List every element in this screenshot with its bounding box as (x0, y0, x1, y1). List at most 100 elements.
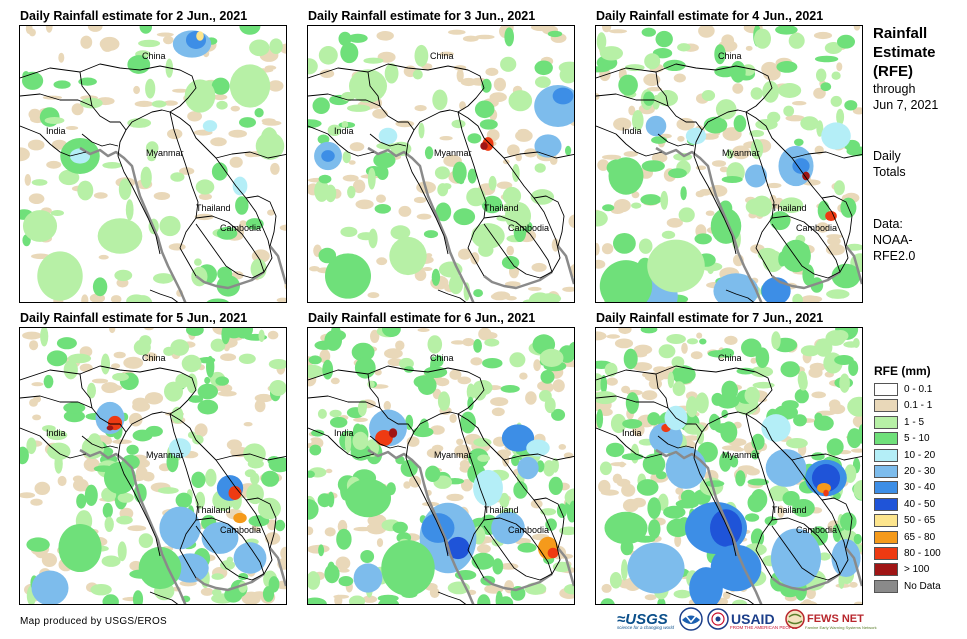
rain-cell-light (493, 77, 506, 92)
rain-cell (621, 559, 628, 581)
rain-cell (686, 396, 698, 418)
rain-cell-light (690, 351, 703, 360)
rain-cell (338, 31, 352, 46)
rain-cell-light (836, 62, 843, 72)
country-border (81, 435, 119, 449)
legend-item: No Data (874, 579, 966, 594)
rain-cell (566, 504, 574, 523)
rain-cell (750, 366, 774, 378)
rain-cell (26, 537, 50, 552)
rain-cell-light (721, 445, 742, 451)
rain-cell-light (156, 32, 174, 37)
country-border (369, 435, 407, 449)
rain-cell (666, 334, 686, 344)
legend-swatch (874, 579, 898, 593)
rain-cell-light (109, 328, 116, 334)
rain-cell-light (320, 69, 335, 78)
rain-cell-light (376, 31, 394, 41)
rain-cell-light (596, 93, 600, 100)
rain-cell-light (352, 179, 366, 194)
rain-cell (63, 360, 78, 380)
rain-cell (832, 523, 842, 542)
rain-cell (195, 269, 206, 284)
rain-cell (206, 298, 229, 302)
rain-cell (377, 594, 399, 602)
rain-cell (606, 442, 625, 458)
rain-cell (711, 392, 724, 406)
rain-cell (781, 400, 799, 410)
rain-cell-light (144, 352, 158, 362)
rain-cell-light (596, 242, 600, 256)
place-label-myanmar: Myanmar (722, 148, 760, 158)
rain-cell (257, 497, 281, 520)
rain-cell (133, 295, 153, 302)
rain-cell (757, 247, 778, 261)
rain-cell-heavy (348, 69, 388, 103)
rain-cell-heavy (608, 157, 644, 195)
rain-cell-light (71, 103, 84, 116)
rain-cell (473, 339, 482, 353)
rain-cell-light (376, 538, 384, 548)
rain-cell-heavy (802, 171, 810, 181)
rain-cell (641, 27, 656, 37)
rain-cell (830, 95, 842, 107)
legend-list: 0 - 0.1 0.1 - 1 1 - 5 5 - 10 10 - 20 20 - 30 3… (874, 382, 966, 594)
rain-cell (312, 97, 330, 114)
rain-cell-light (766, 182, 782, 189)
rain-cell (318, 247, 337, 264)
country-border (405, 431, 449, 557)
rain-cell (686, 338, 699, 345)
rain-cell-light (531, 262, 547, 272)
rain-cell-heavy (761, 414, 791, 442)
rain-cell (116, 515, 133, 525)
legend-item: 50 - 65 (874, 513, 966, 528)
country-border (20, 125, 87, 157)
rain-cell (797, 370, 808, 388)
rain-cell (596, 391, 617, 405)
rain-cell (269, 38, 283, 54)
rain-cell-light (454, 444, 471, 458)
rain-cell (540, 370, 555, 384)
rain-cell-light (366, 522, 387, 535)
rain-cell-light (370, 329, 380, 343)
rain-cell (458, 178, 465, 185)
place-label-cambodia: Cambodia (796, 525, 838, 535)
rain-cell-light (705, 210, 715, 216)
rain-cell (348, 595, 366, 604)
rain-cell (269, 380, 286, 396)
rain-cell (104, 516, 114, 532)
rain-cell (824, 42, 843, 54)
rain-cell-heavy (196, 31, 204, 41)
rain-cell-light (623, 151, 638, 157)
totals-text: Totals (873, 165, 906, 179)
rain-cell-light (87, 26, 103, 32)
rain-cell (20, 446, 29, 465)
rain-cell-heavy (159, 506, 201, 550)
rain-cell (705, 480, 725, 487)
rain-cell (793, 414, 807, 427)
rain-cell (613, 233, 636, 254)
country-border (483, 215, 553, 279)
rain-cell (90, 584, 112, 596)
legend-label: 0.1 - 1 (904, 400, 933, 412)
place-label-thailand: Thailand (772, 203, 807, 213)
country-border (791, 157, 849, 273)
rain-cell (210, 338, 226, 352)
rain-cell (318, 544, 325, 557)
rain-cell (466, 383, 476, 401)
rain-cell (729, 455, 739, 468)
rain-cell (814, 412, 823, 422)
rain-cell-light (228, 129, 247, 138)
rain-cell (194, 258, 202, 266)
rain-cell (551, 408, 566, 421)
rainfall-map-jun-4: China India Myanmar Thailand Cambodia (595, 25, 863, 303)
rain-cell (625, 392, 639, 414)
rain-cell (498, 596, 514, 604)
rain-cell-light (367, 292, 380, 299)
country-border (821, 195, 853, 247)
rain-cell (504, 27, 514, 47)
rain-cell-heavy (375, 430, 393, 446)
rain-cell-heavy (446, 536, 470, 560)
rainfall-map-jun-3: China India Myanmar Thailand Cambodia (307, 25, 575, 303)
rain-cell (125, 199, 134, 221)
